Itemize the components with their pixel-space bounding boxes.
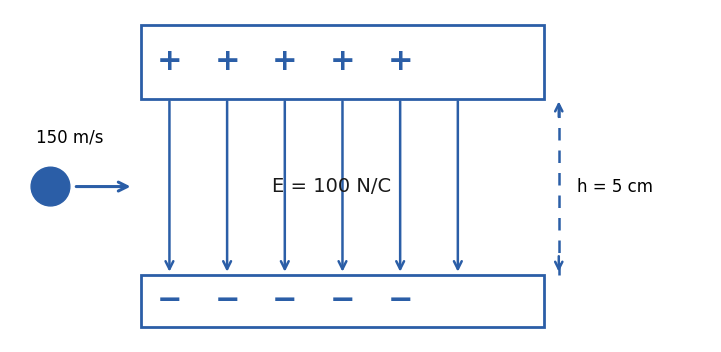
Bar	[141, 25, 544, 99]
Bar	[141, 275, 544, 327]
Text: −: −	[156, 287, 182, 315]
Text: −: −	[272, 287, 298, 315]
Ellipse shape	[31, 167, 70, 206]
Text: +: +	[214, 47, 240, 76]
Text: +: +	[387, 47, 413, 76]
Text: −: −	[214, 287, 240, 315]
Text: +: +	[156, 47, 182, 76]
Text: +: +	[272, 47, 298, 76]
Text: 150 m/s: 150 m/s	[36, 128, 104, 146]
Text: +: +	[329, 47, 355, 76]
Text: h = 5 cm: h = 5 cm	[577, 177, 653, 196]
Text: −: −	[387, 287, 413, 315]
Text: E = 100 N/C: E = 100 N/C	[272, 177, 392, 196]
Text: −: −	[329, 287, 355, 315]
